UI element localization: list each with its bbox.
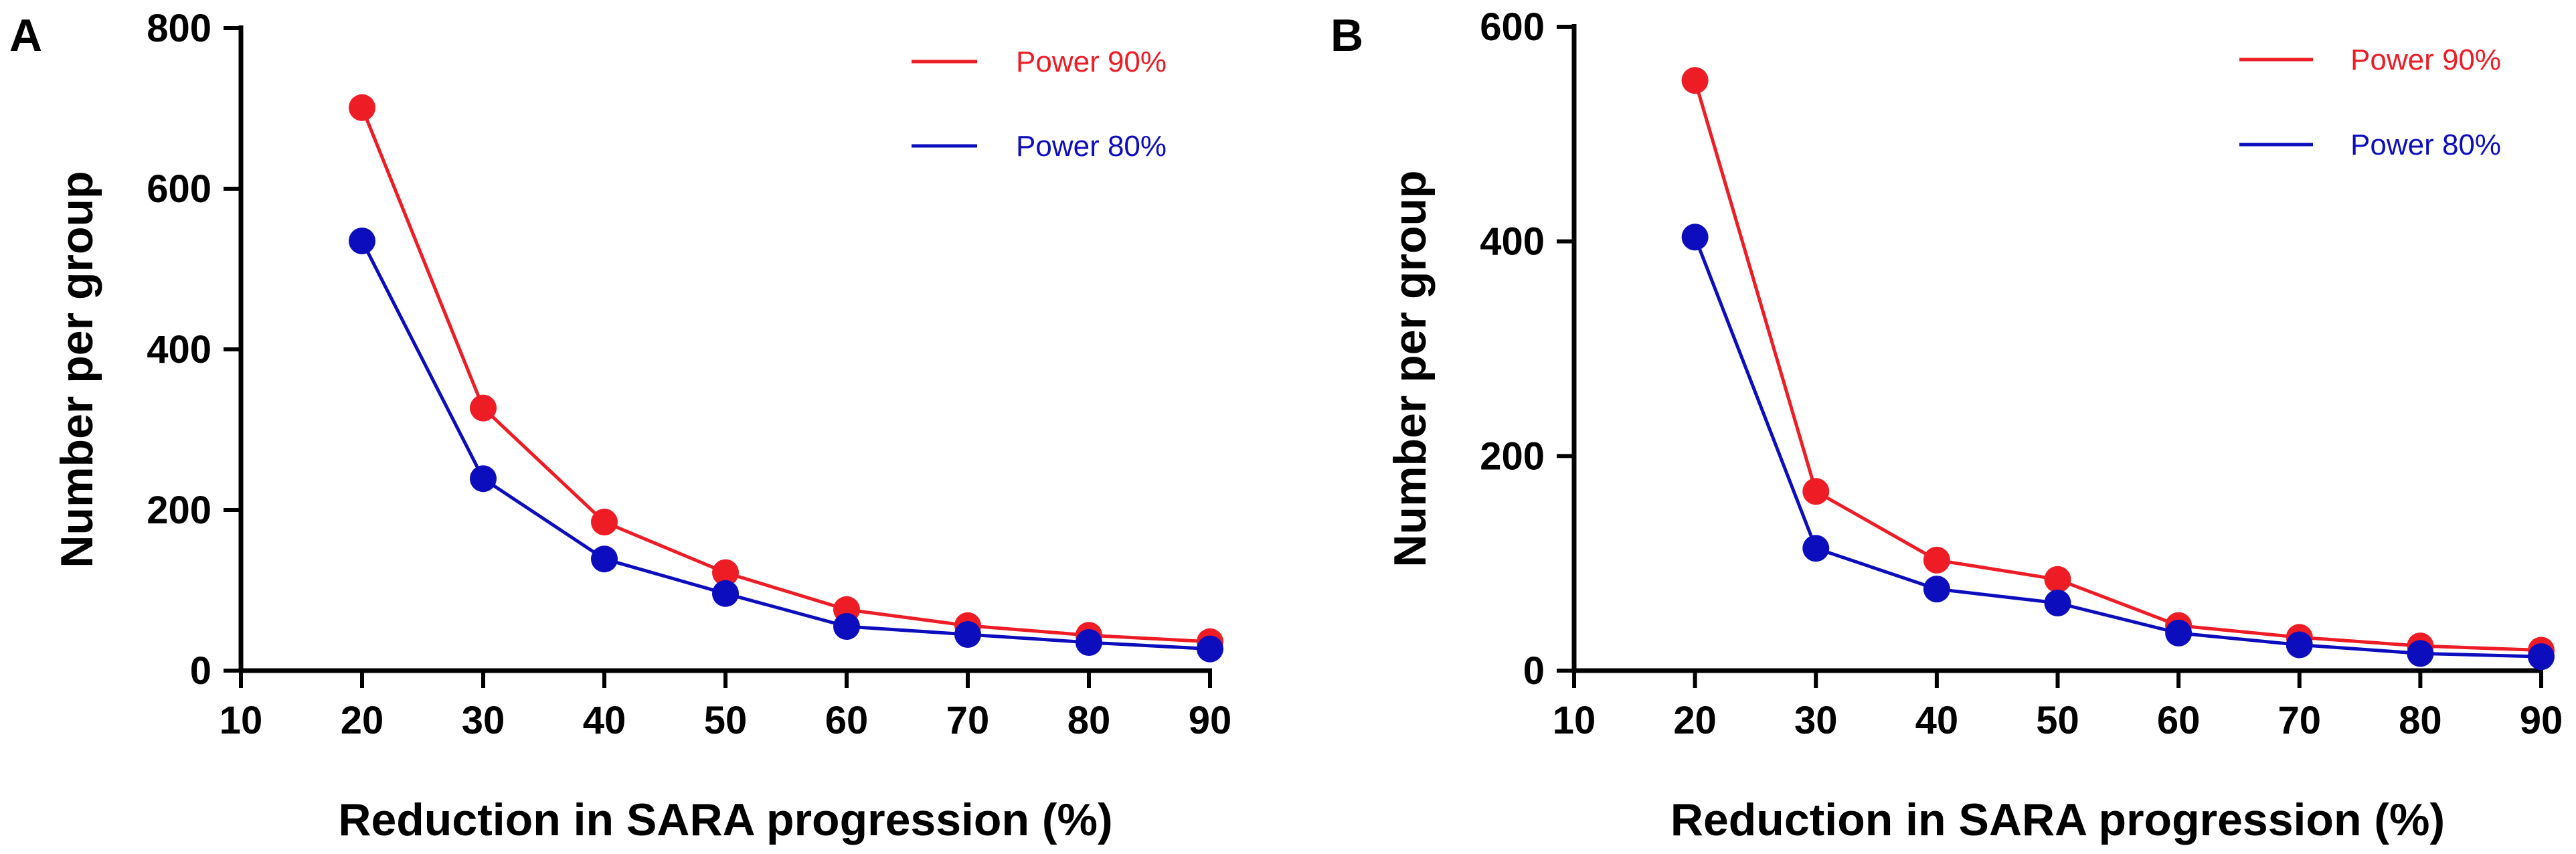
y-tick-label: 600 xyxy=(147,167,211,211)
y-tick-label: 200 xyxy=(1480,434,1545,478)
x-tick-label: 70 xyxy=(946,699,990,742)
y-axis-title: Number per group xyxy=(1385,170,1436,567)
data-point-power-80 xyxy=(1802,535,1830,562)
data-point-power-80 xyxy=(2044,589,2071,616)
chart-panel-a: A 0 200 400 600 800 10 20 30 40 50 60 70 80 90 Reductio… xyxy=(9,7,1231,845)
y-tick-label: 800 xyxy=(147,7,211,50)
data-point-power-80 xyxy=(349,228,375,254)
panel-label: A xyxy=(9,10,42,61)
x-tick-label: 20 xyxy=(341,699,384,742)
data-point-power-90 xyxy=(1923,546,1950,574)
series-line-power-90 xyxy=(1693,80,2542,653)
x-tick-label: 60 xyxy=(825,699,869,742)
data-point-power-80 xyxy=(2407,640,2434,667)
data-point-power-80 xyxy=(833,613,860,640)
series-line-power-80 xyxy=(1693,236,2542,659)
y-tick-label: 0 xyxy=(1523,649,1545,693)
x-tick-label: 30 xyxy=(1794,699,1838,742)
x-tick-label: 10 xyxy=(220,699,263,742)
panel-label: B xyxy=(1330,10,1363,61)
x-tick-label: 50 xyxy=(2036,699,2079,742)
x-tick-label: 80 xyxy=(2399,699,2442,742)
x-tick-label: 40 xyxy=(583,699,626,742)
data-point-power-80 xyxy=(2528,643,2555,671)
data-point-power-80 xyxy=(2286,631,2313,659)
x-tick-label: 10 xyxy=(1553,699,1596,742)
data-point-power-90 xyxy=(2044,566,2071,593)
data-point-power-90 xyxy=(470,394,497,422)
series-line-power-90 xyxy=(360,106,1211,644)
data-point-power-80 xyxy=(954,621,981,648)
data-point-power-90 xyxy=(349,94,375,121)
data-point-power-80 xyxy=(591,545,618,573)
y-tick-label: 200 xyxy=(147,489,211,532)
data-point-power-80 xyxy=(2165,619,2193,647)
x-tick-label: 40 xyxy=(1915,699,1959,742)
y-tick-label: 0 xyxy=(190,649,211,693)
legend-label-power-80: Power 80% xyxy=(1016,130,1167,163)
x-tick-label: 90 xyxy=(1189,699,1232,742)
x-tick-label: 50 xyxy=(704,699,748,742)
data-point-power-80 xyxy=(712,580,739,607)
x-tick-label: 30 xyxy=(462,699,505,742)
x-axis-title: Reduction in SARA progression (%) xyxy=(1670,794,2445,845)
y-tick-label: 400 xyxy=(1480,220,1545,264)
data-point-power-80 xyxy=(1076,629,1102,656)
y-axis-title: Number per group xyxy=(52,171,102,568)
x-axis-title: Reduction in SARA progression (%) xyxy=(338,794,1112,845)
data-point-power-90 xyxy=(1681,67,1709,94)
x-tick-label: 60 xyxy=(2157,699,2201,742)
y-tick-label: 600 xyxy=(1480,5,1545,49)
legend-label-power-80: Power 80% xyxy=(2350,129,2501,161)
legend-label-power-90: Power 90% xyxy=(2350,44,2501,76)
data-point-power-90 xyxy=(712,559,739,586)
data-point-power-90 xyxy=(1802,478,1830,505)
data-point-power-80 xyxy=(1681,224,1709,251)
x-tick-label: 90 xyxy=(2520,699,2563,742)
data-point-power-90 xyxy=(591,509,618,535)
data-point-power-80 xyxy=(1923,576,1950,603)
x-tick-label: 80 xyxy=(1067,699,1111,742)
x-tick-label: 20 xyxy=(1673,699,1717,742)
series-line-power-80 xyxy=(360,240,1211,651)
data-point-power-80 xyxy=(1197,635,1223,663)
x-tick-label: 70 xyxy=(2278,699,2321,742)
data-point-power-80 xyxy=(470,465,497,493)
y-tick-label: 400 xyxy=(147,328,211,371)
legend-label-power-90: Power 90% xyxy=(1016,46,1167,78)
chart-panel-b: B 0 200 400 600 10 20 30 40 50 60 70 80 90 Reduction i… xyxy=(1330,5,2563,845)
